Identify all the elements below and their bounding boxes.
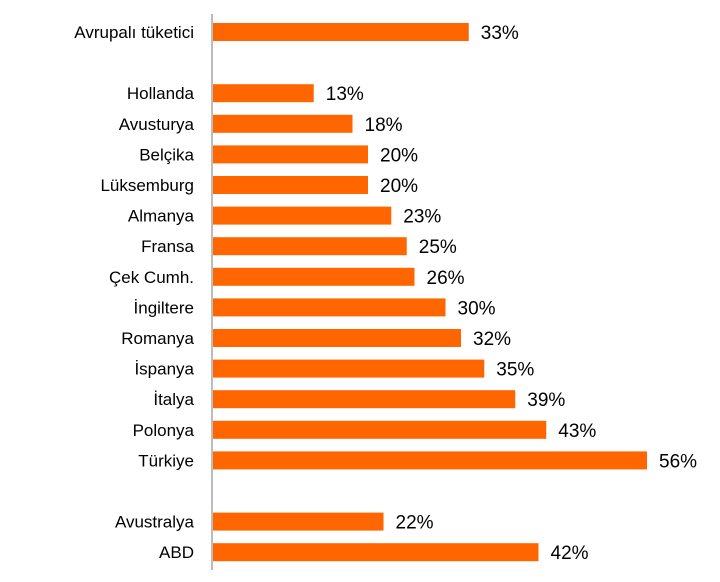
category-label: Avustralya: [115, 513, 195, 532]
bar: [213, 451, 647, 470]
bar: [213, 298, 446, 317]
bar: [213, 390, 516, 409]
category-label: Belçika: [139, 145, 194, 164]
category-label: ABD: [159, 543, 194, 562]
bar: [213, 145, 368, 164]
value-label: 30%: [458, 298, 496, 319]
category-label: Hollanda: [127, 84, 195, 103]
bar: [213, 267, 415, 286]
value-label: 35%: [496, 360, 534, 381]
bar: [213, 23, 469, 41]
category-label: Lüksemburg: [100, 176, 194, 195]
value-label: 25%: [419, 237, 457, 258]
category-label: Romanya: [121, 329, 194, 348]
value-label: 32%: [473, 329, 511, 350]
value-label: 23%: [403, 207, 441, 228]
bar: [213, 329, 461, 347]
bar: [213, 420, 547, 439]
value-labels-group: 33% 13%18% 20% 20% 23% 25% 26% 30% 32% 35% 39% 43% 5…: [326, 23, 697, 564]
value-label: 56%: [659, 451, 697, 472]
bar: [213, 543, 539, 562]
category-label: İspanya: [134, 360, 194, 379]
bar: [213, 206, 392, 225]
category-labels-group: Avrupalı tüketici Hollanda Avusturya Belçik…: [74, 23, 194, 562]
category-label: Türkiye: [138, 451, 194, 470]
category-label: Fransa: [141, 237, 194, 256]
value-label: 39%: [527, 390, 565, 411]
bar: [213, 512, 384, 531]
value-label: 20%: [380, 145, 418, 166]
bar: [213, 237, 407, 256]
value-label: 22%: [396, 513, 434, 534]
value-label: 42%: [551, 543, 589, 564]
category-label: Polonya: [133, 421, 195, 440]
bar: [213, 359, 485, 378]
category-label: Çek Cumh.: [109, 268, 194, 287]
category-label: Avrupalı tüketici: [74, 23, 194, 42]
bar: [213, 176, 368, 194]
category-label: İtalya: [153, 390, 194, 409]
bar: [213, 114, 353, 133]
value-label: 20%: [380, 176, 418, 197]
value-label: 26%: [427, 268, 465, 289]
category-label: Avusturya: [119, 115, 195, 134]
category-label: Almanya: [128, 207, 195, 226]
value-label: 43%: [558, 421, 596, 442]
value-label: 33%: [481, 23, 519, 44]
category-label: İngiltere: [134, 298, 194, 317]
bars-group: [213, 23, 647, 562]
bar: [213, 84, 314, 103]
value-label: 18%: [365, 115, 403, 136]
value-label: 13%: [326, 84, 364, 105]
